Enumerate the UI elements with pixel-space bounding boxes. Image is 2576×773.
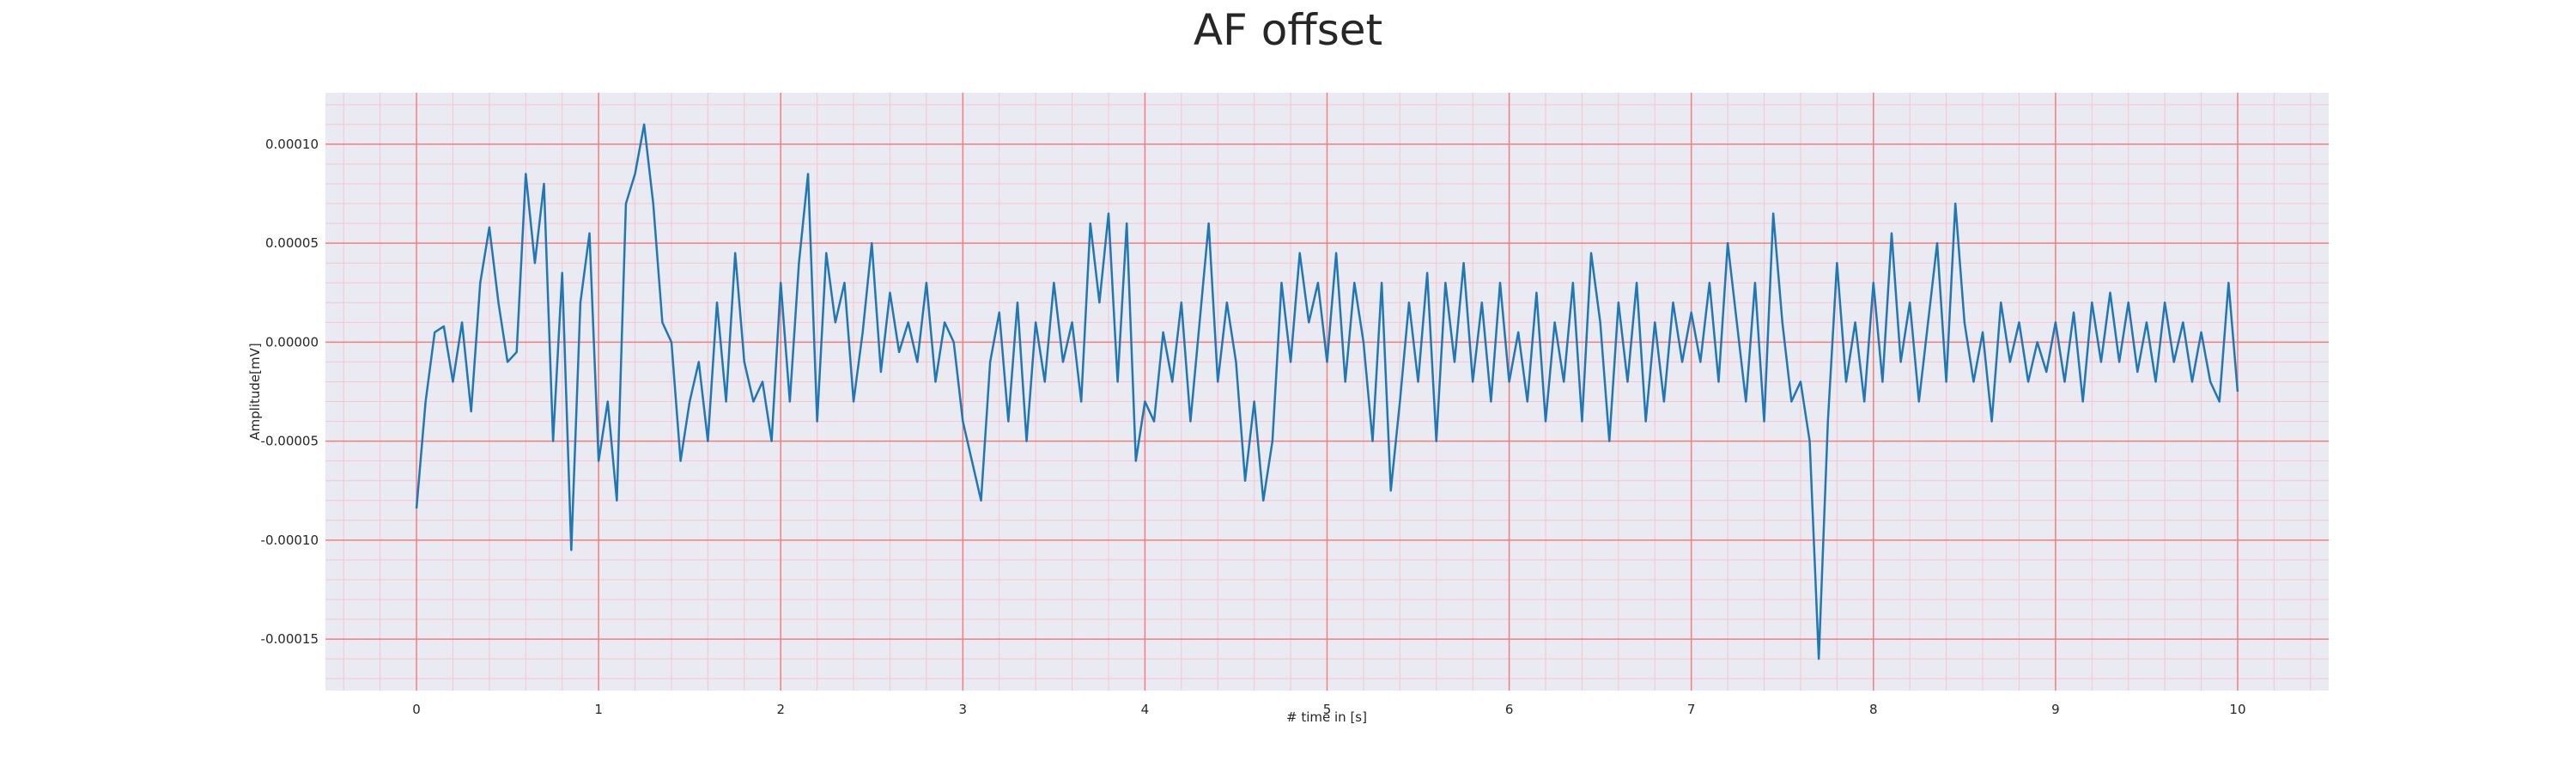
x-tick-label: 10 — [2229, 702, 2245, 717]
y-tick-label: -0.00005 — [261, 434, 319, 449]
x-tick-label: 7 — [1687, 702, 1696, 717]
y-tick-label: 0.00010 — [265, 137, 319, 152]
chart-title: AF offset — [1194, 5, 1382, 55]
y-tick-label: -0.00010 — [261, 533, 319, 548]
y-tick-label: 0.00005 — [265, 235, 319, 251]
x-tick-label: 5 — [1323, 702, 1332, 717]
x-tick-label: 8 — [1869, 702, 1878, 717]
x-tick-label: 9 — [2051, 702, 2060, 717]
y-tick-label: 0.00000 — [265, 334, 319, 350]
data-line — [415, 123, 2239, 660]
x-tick-label: 6 — [1505, 702, 1514, 717]
x-tick-label: 4 — [1141, 702, 1150, 717]
x-tick-label: 0 — [412, 702, 421, 717]
y-axis-label: Amplitude[mV] — [247, 343, 263, 440]
y-tick-label: -0.00015 — [261, 631, 319, 647]
x-axis-label: # time in [s] — [1286, 709, 1367, 725]
x-tick-label: 2 — [776, 702, 785, 717]
x-tick-label: 3 — [959, 702, 968, 717]
x-tick-label: 1 — [594, 702, 603, 717]
